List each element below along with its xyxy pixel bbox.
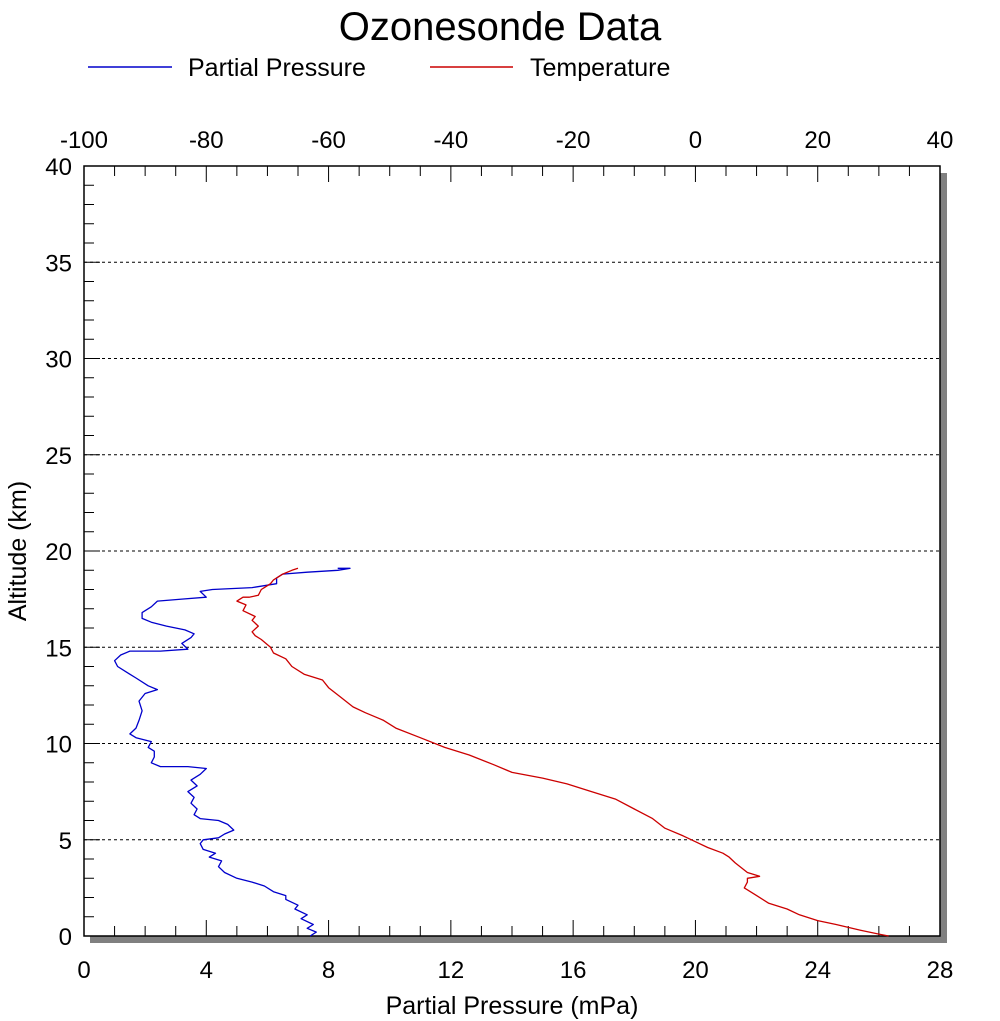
x-top-tick-label: 20 (804, 127, 831, 154)
x-bottom-tick-label: 16 (560, 957, 587, 984)
x-top-tick-label: -100 (60, 127, 108, 154)
x-bottom-tick-label: 20 (682, 957, 709, 984)
x-bottom-tick-label: 12 (438, 957, 465, 984)
y-tick-label: 40 (45, 154, 72, 181)
x-bottom-tick-label: 4 (200, 957, 213, 984)
y-tick-label: 10 (45, 732, 72, 759)
x-axis-title: Partial Pressure (mPa) (386, 992, 639, 1020)
y-tick-label: 5 (59, 828, 72, 855)
x-top-tick-label: 0 (689, 127, 702, 154)
legend-label-partial-pressure: Partial Pressure (188, 54, 366, 82)
axis-tick-labels: 0 5 10 15 20 25 30 35 40 0 4 8 12 16 20 24 28 -100 -80 -60 -… (45, 127, 953, 984)
x-bottom-tick-label: 24 (804, 957, 831, 984)
plot-shadow-bottom (90, 936, 947, 943)
y-tick-label: 35 (45, 250, 72, 277)
gridlines (84, 261, 940, 841)
x-bottom-tick-label: 0 (77, 957, 90, 984)
chart-title: Ozonesonde Data (339, 5, 662, 49)
series-line-temperature (236, 567, 889, 937)
series-line-partial-pressure (113, 567, 351, 937)
y-tick-label: 0 (59, 924, 72, 951)
axis-ticks (83, 165, 941, 937)
x-top-tick-label: -40 (434, 127, 469, 154)
plot-shadow-right (940, 173, 947, 943)
x-bottom-tick-label: 8 (322, 957, 335, 984)
x-top-tick-label: 40 (927, 127, 954, 154)
data-series (113, 567, 889, 937)
legend-label-temperature: Temperature (530, 54, 670, 82)
x-top-tick-label: -60 (311, 127, 346, 154)
y-tick-label: 25 (45, 443, 72, 470)
y-tick-label: 30 (45, 347, 72, 374)
x-bottom-tick-label: 28 (927, 957, 954, 984)
x-top-tick-label: -80 (189, 127, 224, 154)
y-tick-label: 15 (45, 635, 72, 662)
y-tick-label: 20 (45, 539, 72, 566)
x-top-tick-label: -20 (556, 127, 591, 154)
y-axis-title: Altitude (km) (4, 481, 32, 621)
